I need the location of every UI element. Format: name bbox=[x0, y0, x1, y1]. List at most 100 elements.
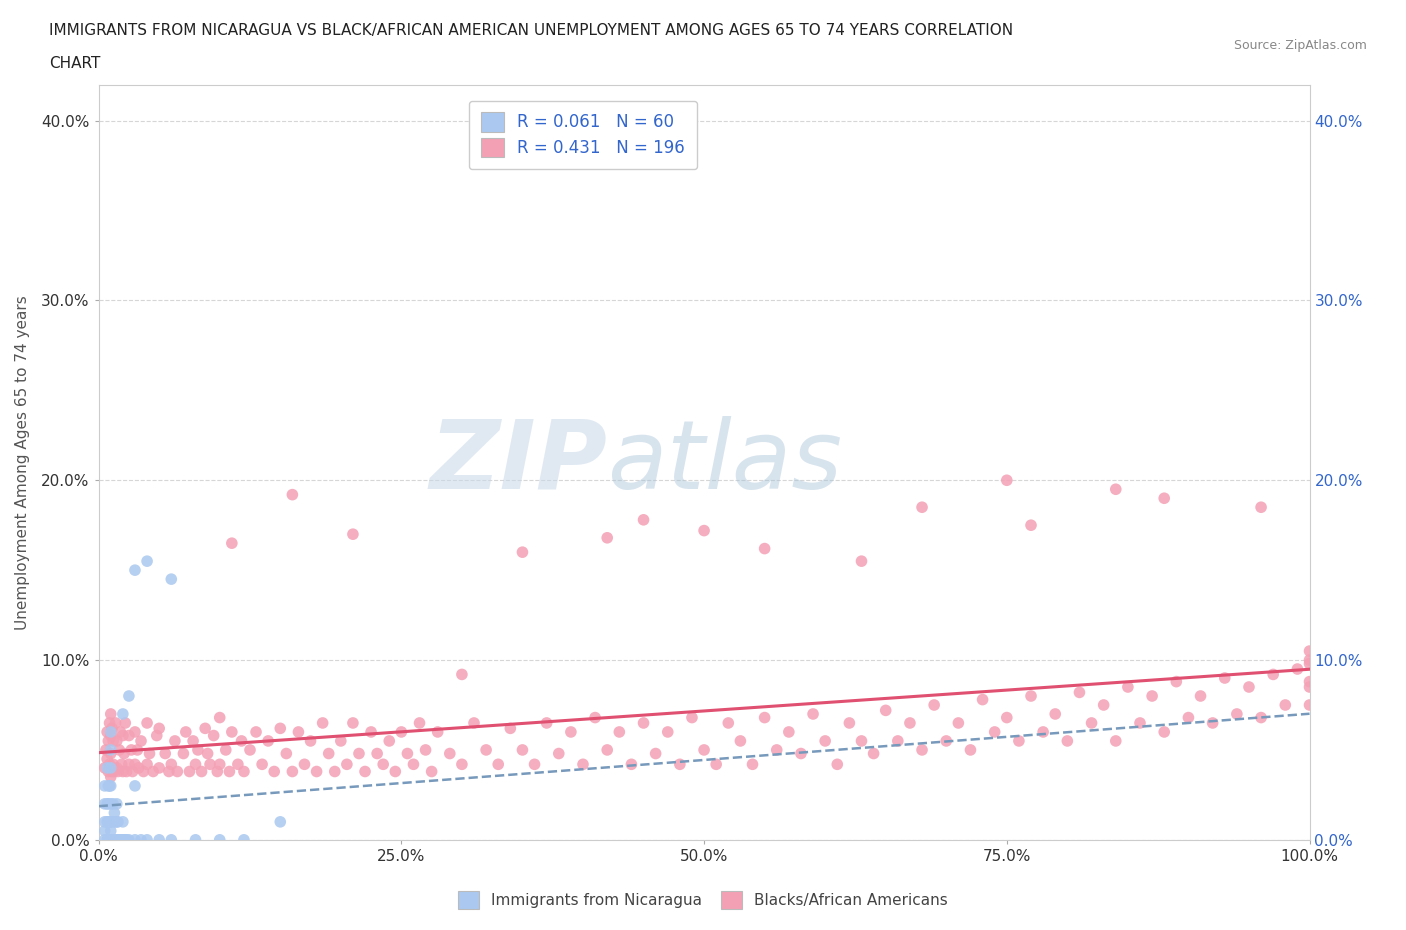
Point bbox=[148, 721, 170, 736]
Point bbox=[486, 757, 509, 772]
Point bbox=[373, 757, 395, 772]
Point bbox=[98, 815, 121, 830]
Point bbox=[717, 715, 740, 730]
Point bbox=[104, 715, 127, 730]
Point bbox=[155, 746, 177, 761]
Point bbox=[136, 757, 159, 772]
Point bbox=[138, 746, 160, 761]
Point bbox=[693, 742, 716, 757]
Point bbox=[347, 746, 370, 761]
Point bbox=[97, 764, 120, 779]
Point bbox=[184, 757, 207, 772]
Point bbox=[231, 734, 253, 749]
Point bbox=[115, 832, 138, 847]
Point bbox=[1008, 734, 1031, 749]
Point bbox=[765, 742, 787, 757]
Point bbox=[1069, 685, 1091, 700]
Point bbox=[790, 746, 813, 761]
Point bbox=[97, 815, 120, 830]
Point bbox=[208, 711, 231, 725]
Point bbox=[105, 734, 128, 749]
Point bbox=[475, 742, 498, 757]
Point bbox=[101, 764, 124, 779]
Point bbox=[396, 746, 419, 761]
Point bbox=[547, 746, 569, 761]
Point bbox=[1213, 671, 1236, 685]
Point bbox=[115, 764, 138, 779]
Point bbox=[100, 728, 122, 743]
Point bbox=[118, 832, 141, 847]
Point bbox=[814, 734, 837, 749]
Point bbox=[420, 764, 443, 779]
Point bbox=[607, 724, 630, 739]
Point bbox=[1166, 674, 1188, 689]
Point bbox=[100, 746, 122, 761]
Point bbox=[596, 530, 619, 545]
Point bbox=[100, 761, 122, 776]
Point bbox=[114, 832, 136, 847]
Legend: R = 0.061   N = 60, R = 0.431   N = 196: R = 0.061 N = 60, R = 0.431 N = 196 bbox=[470, 100, 697, 169]
Point bbox=[197, 746, 219, 761]
Point bbox=[96, 796, 118, 811]
Point bbox=[103, 764, 125, 779]
Point bbox=[160, 832, 183, 847]
Point bbox=[1298, 698, 1320, 712]
Point bbox=[276, 746, 298, 761]
Point bbox=[948, 715, 970, 730]
Text: IMMIGRANTS FROM NICARAGUA VS BLACK/AFRICAN AMERICAN UNEMPLOYMENT AMONG AGES 65 T: IMMIGRANTS FROM NICARAGUA VS BLACK/AFRIC… bbox=[49, 23, 1014, 38]
Text: CHART: CHART bbox=[49, 56, 101, 71]
Point bbox=[97, 796, 120, 811]
Point bbox=[127, 742, 149, 757]
Point bbox=[110, 724, 132, 739]
Point bbox=[935, 734, 957, 749]
Point bbox=[124, 563, 146, 578]
Text: Source: ZipAtlas.com: Source: ZipAtlas.com bbox=[1233, 39, 1367, 52]
Point bbox=[281, 487, 304, 502]
Point bbox=[299, 734, 322, 749]
Point bbox=[741, 757, 763, 772]
Point bbox=[100, 815, 122, 830]
Point bbox=[922, 698, 945, 712]
Point bbox=[107, 764, 129, 779]
Point bbox=[132, 764, 155, 779]
Point bbox=[93, 832, 115, 847]
Point bbox=[257, 734, 280, 749]
Point bbox=[129, 734, 152, 749]
Point bbox=[198, 757, 221, 772]
Point bbox=[1019, 688, 1042, 703]
Point bbox=[136, 832, 159, 847]
Point bbox=[112, 746, 135, 761]
Point bbox=[101, 734, 124, 749]
Point bbox=[98, 832, 121, 847]
Point bbox=[96, 724, 118, 739]
Point bbox=[233, 832, 256, 847]
Point bbox=[1298, 680, 1320, 695]
Point bbox=[827, 757, 849, 772]
Point bbox=[911, 499, 934, 514]
Point bbox=[124, 724, 146, 739]
Point bbox=[384, 764, 406, 779]
Point bbox=[96, 751, 118, 766]
Point bbox=[111, 832, 134, 847]
Point bbox=[838, 715, 860, 730]
Point bbox=[851, 553, 873, 568]
Point bbox=[426, 724, 449, 739]
Point bbox=[105, 761, 128, 776]
Point bbox=[354, 764, 377, 779]
Point bbox=[336, 757, 359, 772]
Point bbox=[202, 728, 225, 743]
Point bbox=[378, 734, 401, 749]
Point bbox=[851, 734, 873, 749]
Point bbox=[560, 724, 582, 739]
Point bbox=[657, 724, 679, 739]
Point bbox=[110, 832, 132, 847]
Point bbox=[342, 715, 364, 730]
Point bbox=[174, 724, 197, 739]
Point bbox=[1189, 688, 1212, 703]
Point bbox=[1116, 680, 1139, 695]
Point bbox=[620, 757, 643, 772]
Point bbox=[1153, 724, 1175, 739]
Point bbox=[995, 711, 1018, 725]
Point bbox=[101, 757, 124, 772]
Point bbox=[215, 742, 238, 757]
